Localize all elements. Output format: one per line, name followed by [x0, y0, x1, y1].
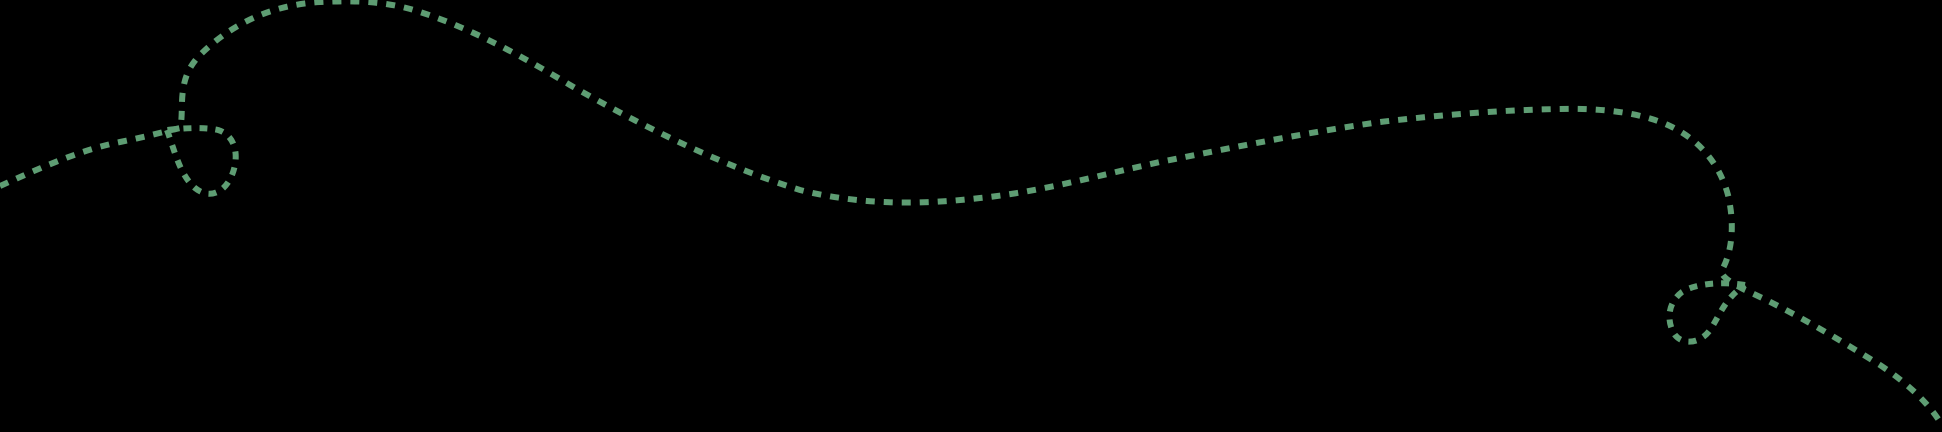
right-loop-path [1666, 280, 1747, 345]
left-loop-path [164, 125, 239, 197]
